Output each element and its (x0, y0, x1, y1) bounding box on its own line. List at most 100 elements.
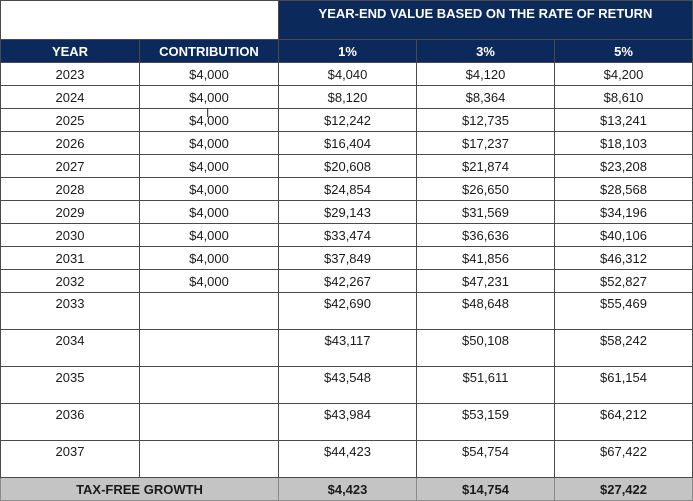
table-row: 2024 $4,000 $8,120 $8,364 $8,610 (0, 85, 693, 109)
year-cell: 2036 (0, 403, 140, 441)
rate-3-cell: $41,856 (416, 246, 555, 270)
year-cell: 2034 (0, 329, 140, 367)
contribution-cell: $4,000 (139, 269, 279, 293)
year-cell: 2032 (0, 269, 140, 293)
rate-1-cell: $43,548 (278, 366, 417, 404)
table-row: 2029 $4,000 $29,143 $31,569 $34,196 (0, 200, 693, 224)
rate-1-cell: $12,242 (278, 108, 417, 132)
table-row: 2026 $4,000 $16,404 $17,237 $18,103 (0, 131, 693, 155)
rate-5-cell: $18,103 (554, 131, 693, 155)
contribution-cell (139, 440, 279, 478)
year-cell: 2025 (0, 108, 140, 132)
total-label: TAX-FREE GROWTH (0, 477, 279, 501)
contribution-cell: $4,000 (139, 131, 279, 155)
year-cell: 2031 (0, 246, 140, 270)
rate-5-cell: $8,610 (554, 85, 693, 109)
rate-1-cell: $43,117 (278, 329, 417, 367)
contribution-cell: $4,000 (139, 154, 279, 178)
column-header-contribution: CONTRIBUTION (139, 39, 279, 63)
column-header-row: YEAR CONTRIBUTION 1% 3% 5% (0, 39, 693, 63)
contribution-cell (139, 366, 279, 404)
rate-1-cell: $44,423 (278, 440, 417, 478)
total-rate-3: $14,754 (416, 477, 555, 501)
year-cell: 2028 (0, 177, 140, 201)
contribution-cell: $4,000 (139, 85, 279, 109)
rate-3-cell: $8,364 (416, 85, 555, 109)
column-header-rate-1: 1% (278, 39, 417, 63)
column-header-rate-5: 5% (554, 39, 693, 63)
year-cell: 2035 (0, 366, 140, 404)
rate-3-cell: $31,569 (416, 200, 555, 224)
table-row: 2037 $44,423 $54,754 $67,422 (0, 440, 693, 478)
table-row: 2036 $43,984 $53,159 $64,212 (0, 403, 693, 441)
year-cell: 2023 (0, 62, 140, 86)
rate-3-cell: $12,735 (416, 108, 555, 132)
rate-3-cell: $48,648 (416, 292, 555, 330)
rate-3-cell: $26,650 (416, 177, 555, 201)
contribution-cell (139, 403, 279, 441)
rate-1-cell: $33,474 (278, 223, 417, 247)
rate-3-cell: $53,159 (416, 403, 555, 441)
contribution-cell: $4,000 (139, 108, 279, 132)
rate-1-cell: $29,143 (278, 200, 417, 224)
rate-3-cell: $4,120 (416, 62, 555, 86)
rate-3-cell: $50,108 (416, 329, 555, 367)
rate-5-cell: $23,208 (554, 154, 693, 178)
rate-5-cell: $55,469 (554, 292, 693, 330)
rate-5-cell: $4,200 (554, 62, 693, 86)
table-row: 2027 $4,000 $20,608 $21,874 $23,208 (0, 154, 693, 178)
year-cell: 2033 (0, 292, 140, 330)
rate-1-cell: $37,849 (278, 246, 417, 270)
rate-1-cell: $4,040 (278, 62, 417, 86)
rate-1-cell: $42,690 (278, 292, 417, 330)
table-row: 2033 $42,690 $48,648 $55,469 (0, 292, 693, 330)
contribution-cell: $4,000 (139, 246, 279, 270)
contribution-cell (139, 329, 279, 367)
rate-3-cell: $36,636 (416, 223, 555, 247)
year-cell: 2029 (0, 200, 140, 224)
rate-5-cell: $28,568 (554, 177, 693, 201)
contribution-cell: $4,000 (139, 223, 279, 247)
table-row: 2035 $43,548 $51,611 $61,154 (0, 366, 693, 404)
header-band-title: YEAR-END VALUE BASED ON THE RATE OF RETU… (278, 0, 693, 40)
rate-5-cell: $58,242 (554, 329, 693, 367)
year-cell: 2030 (0, 223, 140, 247)
rate-1-cell: $20,608 (278, 154, 417, 178)
rate-3-cell: $21,874 (416, 154, 555, 178)
header-blank-cell (0, 0, 279, 40)
year-cell: 2037 (0, 440, 140, 478)
rate-5-cell: $52,827 (554, 269, 693, 293)
year-cell: 2024 (0, 85, 140, 109)
contribution-cell (139, 292, 279, 330)
contribution-cell: $4,000 (139, 177, 279, 201)
column-header-rate-3: 3% (416, 39, 555, 63)
rate-5-cell: $34,196 (554, 200, 693, 224)
rate-1-cell: $42,267 (278, 269, 417, 293)
rate-5-cell: $40,106 (554, 223, 693, 247)
total-rate-5: $27,422 (554, 477, 693, 501)
rate-5-cell: $13,241 (554, 108, 693, 132)
year-cell: 2026 (0, 131, 140, 155)
rate-1-cell: $43,984 (278, 403, 417, 441)
rate-1-cell: $8,120 (278, 85, 417, 109)
rate-5-cell: $67,422 (554, 440, 693, 478)
table-row: 2030 $4,000 $33,474 $36,636 $40,106 (0, 223, 693, 247)
table-row: 2032 $4,000 $42,267 $47,231 $52,827 (0, 269, 693, 293)
rate-1-cell: $16,404 (278, 131, 417, 155)
table-row: 2028 $4,000 $24,854 $26,650 $28,568 (0, 177, 693, 201)
contribution-cell: $4,000 (139, 62, 279, 86)
text-cursor-icon: I (206, 106, 210, 120)
total-row: TAX-FREE GROWTH $4,423 $14,754 $27,422 (0, 477, 693, 501)
header-band-row: YEAR-END VALUE BASED ON THE RATE OF RETU… (0, 0, 693, 40)
table-row: 2023 $4,000 $4,040 $4,120 $4,200 (0, 62, 693, 86)
table-row: 2031 $4,000 $37,849 $41,856 $46,312 (0, 246, 693, 270)
column-header-year: YEAR (0, 39, 140, 63)
table-row: 2034 $43,117 $50,108 $58,242 (0, 329, 693, 367)
rate-5-cell: $61,154 (554, 366, 693, 404)
rate-3-cell: $54,754 (416, 440, 555, 478)
rate-3-cell: $51,611 (416, 366, 555, 404)
year-cell: 2027 (0, 154, 140, 178)
rate-3-cell: $47,231 (416, 269, 555, 293)
rate-5-cell: $46,312 (554, 246, 693, 270)
